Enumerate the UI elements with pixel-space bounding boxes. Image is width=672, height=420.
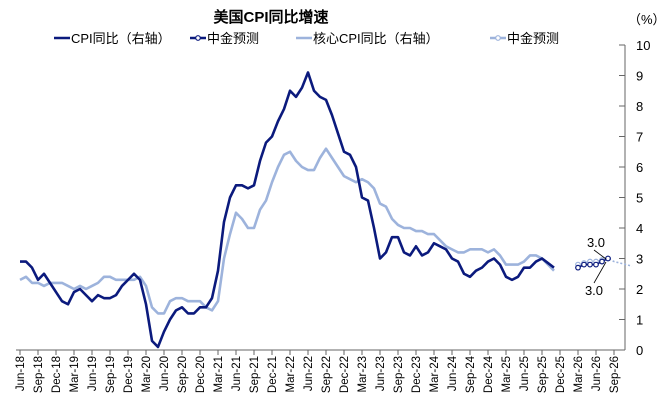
forecast-point (587, 261, 593, 268)
forecast-line-3 (577, 257, 633, 267)
y-tick-label: 4 (636, 221, 643, 236)
y-tick-label: 6 (636, 160, 643, 175)
annotation-leader-core (593, 249, 607, 260)
x-tick-label: Dec-19 (123, 356, 135, 393)
x-tick-label: Dec-25 (555, 356, 567, 393)
y-tick-label: 9 (636, 69, 643, 84)
x-tick-label: Mar-22 (285, 356, 297, 392)
legend-marker (495, 35, 501, 41)
x-tick-label: Dec-18 (51, 356, 63, 393)
y-tick-label: 1 (636, 313, 643, 328)
forecast-point (605, 255, 611, 262)
series-line-2 (19, 147, 555, 315)
legend-label: 核心CPI同比（右轴） (313, 31, 439, 46)
legend-marker (195, 35, 201, 41)
legend-label: 中金预测 (207, 31, 259, 46)
x-tick-label: Jun-18 (15, 356, 27, 391)
y-tick-label: 7 (636, 130, 643, 145)
y-tick-label: 3 (636, 252, 643, 267)
legend-label: CPI同比（右轴） (71, 31, 171, 46)
x-tick-label: Jun-22 (303, 356, 315, 391)
x-tick-label: Sep-22 (321, 356, 333, 393)
x-tick-label: Mar-20 (141, 356, 153, 392)
x-tick-label: Jun-24 (447, 355, 459, 391)
chart-title: 美国CPI同比增速 (213, 8, 328, 26)
y-tick-label: 10 (636, 38, 650, 53)
x-tick-label: Mar-26 (573, 356, 585, 392)
y-tick-label: 0 (636, 343, 643, 358)
series-line-0 (20, 71, 555, 349)
forecast-point (593, 261, 599, 268)
x-tick-label: Sep-21 (249, 356, 261, 393)
plot-area: 0 1 2 3 4 5 6 7 8 9 10 Jun-18 Sep-18 Dec-18 Mar-19 Jun-… (15, 38, 650, 393)
x-tick-label: Jun-26 (591, 356, 603, 391)
x-tick-label: Jun-21 (231, 356, 243, 391)
annotation-core: 3.0 (587, 235, 605, 250)
forecast-point (599, 258, 605, 265)
y-tick-label: 5 (636, 191, 643, 206)
x-tick-label: Dec-21 (267, 356, 279, 393)
x-tick-label: Jun-23 (375, 356, 387, 391)
y-tick-label: 8 (636, 99, 643, 114)
legend: CPI同比（右轴） 中金预测 核心CPI同比（右轴） 中金预测 (54, 31, 559, 46)
annotation-cpi: 3.0 (585, 283, 603, 298)
x-tick-label: Dec-23 (411, 356, 423, 393)
x-tick-label: Sep-26 (609, 356, 621, 393)
x-tick-label: Jun-25 (519, 356, 531, 391)
x-tick-label: Sep-19 (105, 356, 117, 393)
legend-label: 中金预测 (507, 31, 559, 46)
x-tick-label: Mar-19 (69, 356, 81, 392)
x-tick-label: Sep-20 (177, 356, 189, 393)
x-tick-label: Sep-23 (393, 356, 405, 393)
y-tick-label: 2 (636, 282, 643, 297)
unit-label: （%） (628, 12, 666, 27)
x-tick-label: Mar-24 (429, 355, 441, 392)
x-tick-label: Jun-20 (159, 356, 171, 391)
x-tick-label: Mar-23 (357, 356, 369, 392)
annotation-leader-cpi (593, 261, 607, 284)
forecast-point (581, 261, 587, 268)
x-tick-label: Mar-21 (213, 356, 225, 392)
x-tick-label: Sep-18 (33, 356, 45, 393)
x-tick-label: Jun-19 (87, 356, 99, 391)
x-tick-label: Dec-22 (339, 356, 351, 393)
x-tick-label: Dec-24 (483, 355, 495, 393)
x-tick-label: Sep-24 (465, 355, 477, 393)
x-tick-label: Dec-20 (195, 356, 207, 393)
x-tick-label: Sep-25 (537, 356, 549, 393)
x-tick-label: Mar-25 (501, 356, 513, 392)
forecast-point (575, 264, 581, 271)
